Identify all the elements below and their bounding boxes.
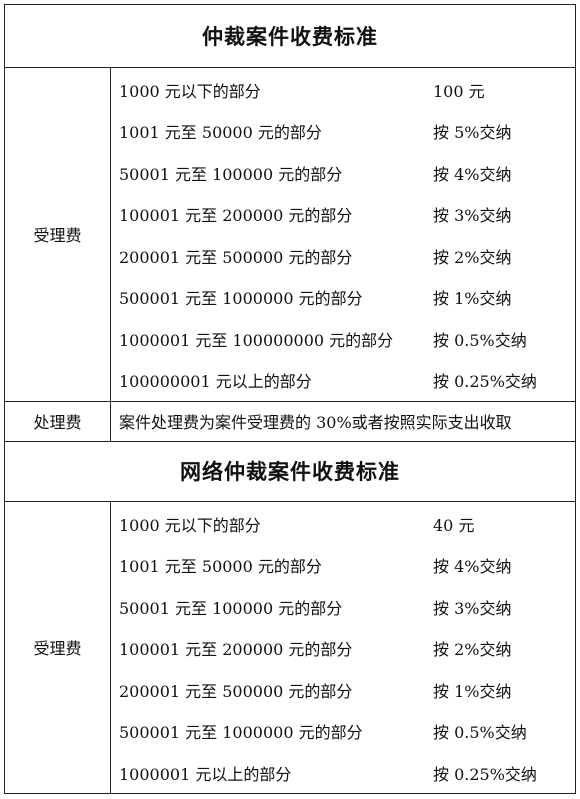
amount-range: 50001 元至 100000 元的部分 <box>119 164 343 184</box>
fee-rate: 按 4%交纳 <box>433 164 512 184</box>
fee-rate: 按 4%交纳 <box>433 557 512 577</box>
fee-row: 200001 元至 500000 元的部分 按 2%交纳 <box>115 235 575 277</box>
divider <box>5 67 575 68</box>
fee-row: 100000001 元以上的部分 按 0.25%交纳 <box>115 360 575 402</box>
fee-row: 1000 元以下的部分 100 元 <box>115 69 575 111</box>
amount-range: 50001 元至 100000 元的部分 <box>119 598 343 618</box>
fee-rate: 按 3%交纳 <box>433 598 512 618</box>
amount-range: 100000001 元以上的部分 <box>119 372 312 392</box>
fee-rate: 按 2%交纳 <box>433 640 512 660</box>
fee-rate: 按 0.5%交纳 <box>433 723 527 743</box>
fee-rate: 按 2%交纳 <box>433 247 512 267</box>
section1-rows: 1000 元以下的部分 100 元 1001 元至 50000 元的部分 按 5%交纳… <box>115 67 575 401</box>
fee-row: 1000 元以下的部分 40 元 <box>115 503 575 545</box>
section2-rows: 1000 元以下的部分 40 元 1001 元至 50000 元的部分 按 4%交纳 5… <box>115 501 575 793</box>
amount-range: 1000 元以下的部分 <box>119 81 261 101</box>
section1-acceptance-label: 受理费 <box>33 226 82 245</box>
amount-range: 1001 元至 50000 元的部分 <box>119 557 322 577</box>
section2-acceptance-label: 受理费 <box>33 639 82 658</box>
fee-row: 100001 元至 200000 元的部分 按 3%交纳 <box>115 194 575 236</box>
amount-range: 500001 元至 1000000 元的部分 <box>119 289 363 309</box>
fee-rate: 按 5%交纳 <box>433 123 512 143</box>
fee-row: 1000001 元至 100000000 元的部分 按 0.5%交纳 <box>115 318 575 360</box>
section1-title: 仲裁案件收费标准 <box>202 24 378 49</box>
fee-row: 1001 元至 50000 元的部分 按 4%交纳 <box>115 545 575 587</box>
divider <box>5 401 575 402</box>
fee-row: 100001 元至 200000 元的部分 按 2%交纳 <box>115 628 575 670</box>
fee-rate: 按 1%交纳 <box>433 681 512 701</box>
amount-range: 1000001 元至 100000000 元的部分 <box>119 330 394 350</box>
fee-rate: 按 3%交纳 <box>433 206 512 226</box>
fee-rate: 40 元 <box>433 515 475 535</box>
fee-row: 1001 元至 50000 元的部分 按 5%交纳 <box>115 111 575 153</box>
column-divider <box>110 67 111 441</box>
fee-rate: 100 元 <box>433 81 485 101</box>
amount-range: 1001 元至 50000 元的部分 <box>119 123 322 143</box>
fee-row: 1000001 元以上的部分 按 0.25%交纳 <box>115 752 575 794</box>
fee-rate: 按 0.5%交纳 <box>433 330 527 350</box>
section2-title: 网络仲裁案件收费标准 <box>180 459 400 484</box>
amount-range: 500001 元至 1000000 元的部分 <box>119 723 363 743</box>
fee-row: 50001 元至 100000 元的部分 按 3%交纳 <box>115 586 575 628</box>
fee-row: 500001 元至 1000000 元的部分 按 0.5%交纳 <box>115 711 575 753</box>
amount-range: 1000001 元以上的部分 <box>119 764 292 784</box>
amount-range: 100001 元至 200000 元的部分 <box>119 206 353 226</box>
fee-rate: 按 0.25%交纳 <box>433 372 537 392</box>
amount-range: 100001 元至 200000 元的部分 <box>119 640 353 660</box>
amount-range: 200001 元至 500000 元的部分 <box>119 247 353 267</box>
fee-row: 200001 元至 500000 元的部分 按 1%交纳 <box>115 669 575 711</box>
amount-range: 200001 元至 500000 元的部分 <box>119 681 353 701</box>
fee-table: 仲裁案件收费标准 受理费 1000 元以下的部分 100 元 1001 元至 500… <box>4 4 576 794</box>
divider <box>5 501 575 502</box>
section1-handling-label: 处理费 <box>33 413 82 432</box>
fee-rate: 按 1%交纳 <box>433 289 512 309</box>
fee-row: 500001 元至 1000000 元的部分 按 1%交纳 <box>115 277 575 319</box>
divider <box>5 441 575 442</box>
amount-range: 1000 元以下的部分 <box>119 515 261 535</box>
fee-row: 50001 元至 100000 元的部分 按 4%交纳 <box>115 152 575 194</box>
fee-rate: 按 0.25%交纳 <box>433 764 537 784</box>
section1-handling-text: 案件处理费为案件受理费的 30%或者按照实际支出收取 <box>119 413 512 432</box>
column-divider <box>110 501 111 793</box>
